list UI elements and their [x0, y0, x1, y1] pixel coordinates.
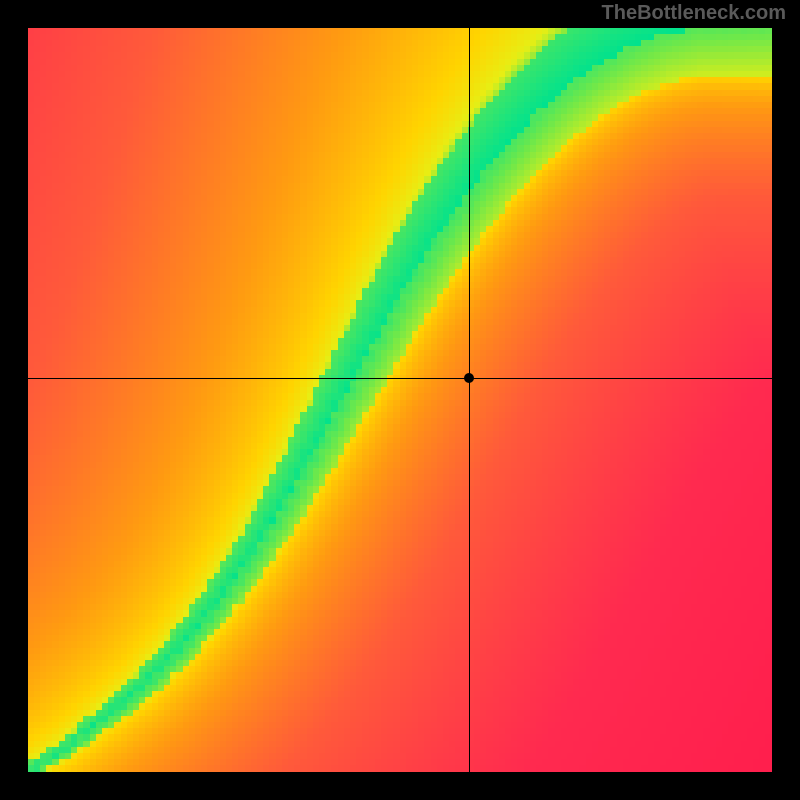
crosshair-vertical [469, 28, 470, 772]
marker-point [464, 373, 474, 383]
plot-frame [28, 28, 772, 772]
crosshair-horizontal [28, 378, 772, 379]
watermark-text: TheBottleneck.com [602, 2, 786, 25]
heatmap-canvas [28, 28, 772, 772]
chart-container: TheBottleneck.com [0, 0, 800, 800]
